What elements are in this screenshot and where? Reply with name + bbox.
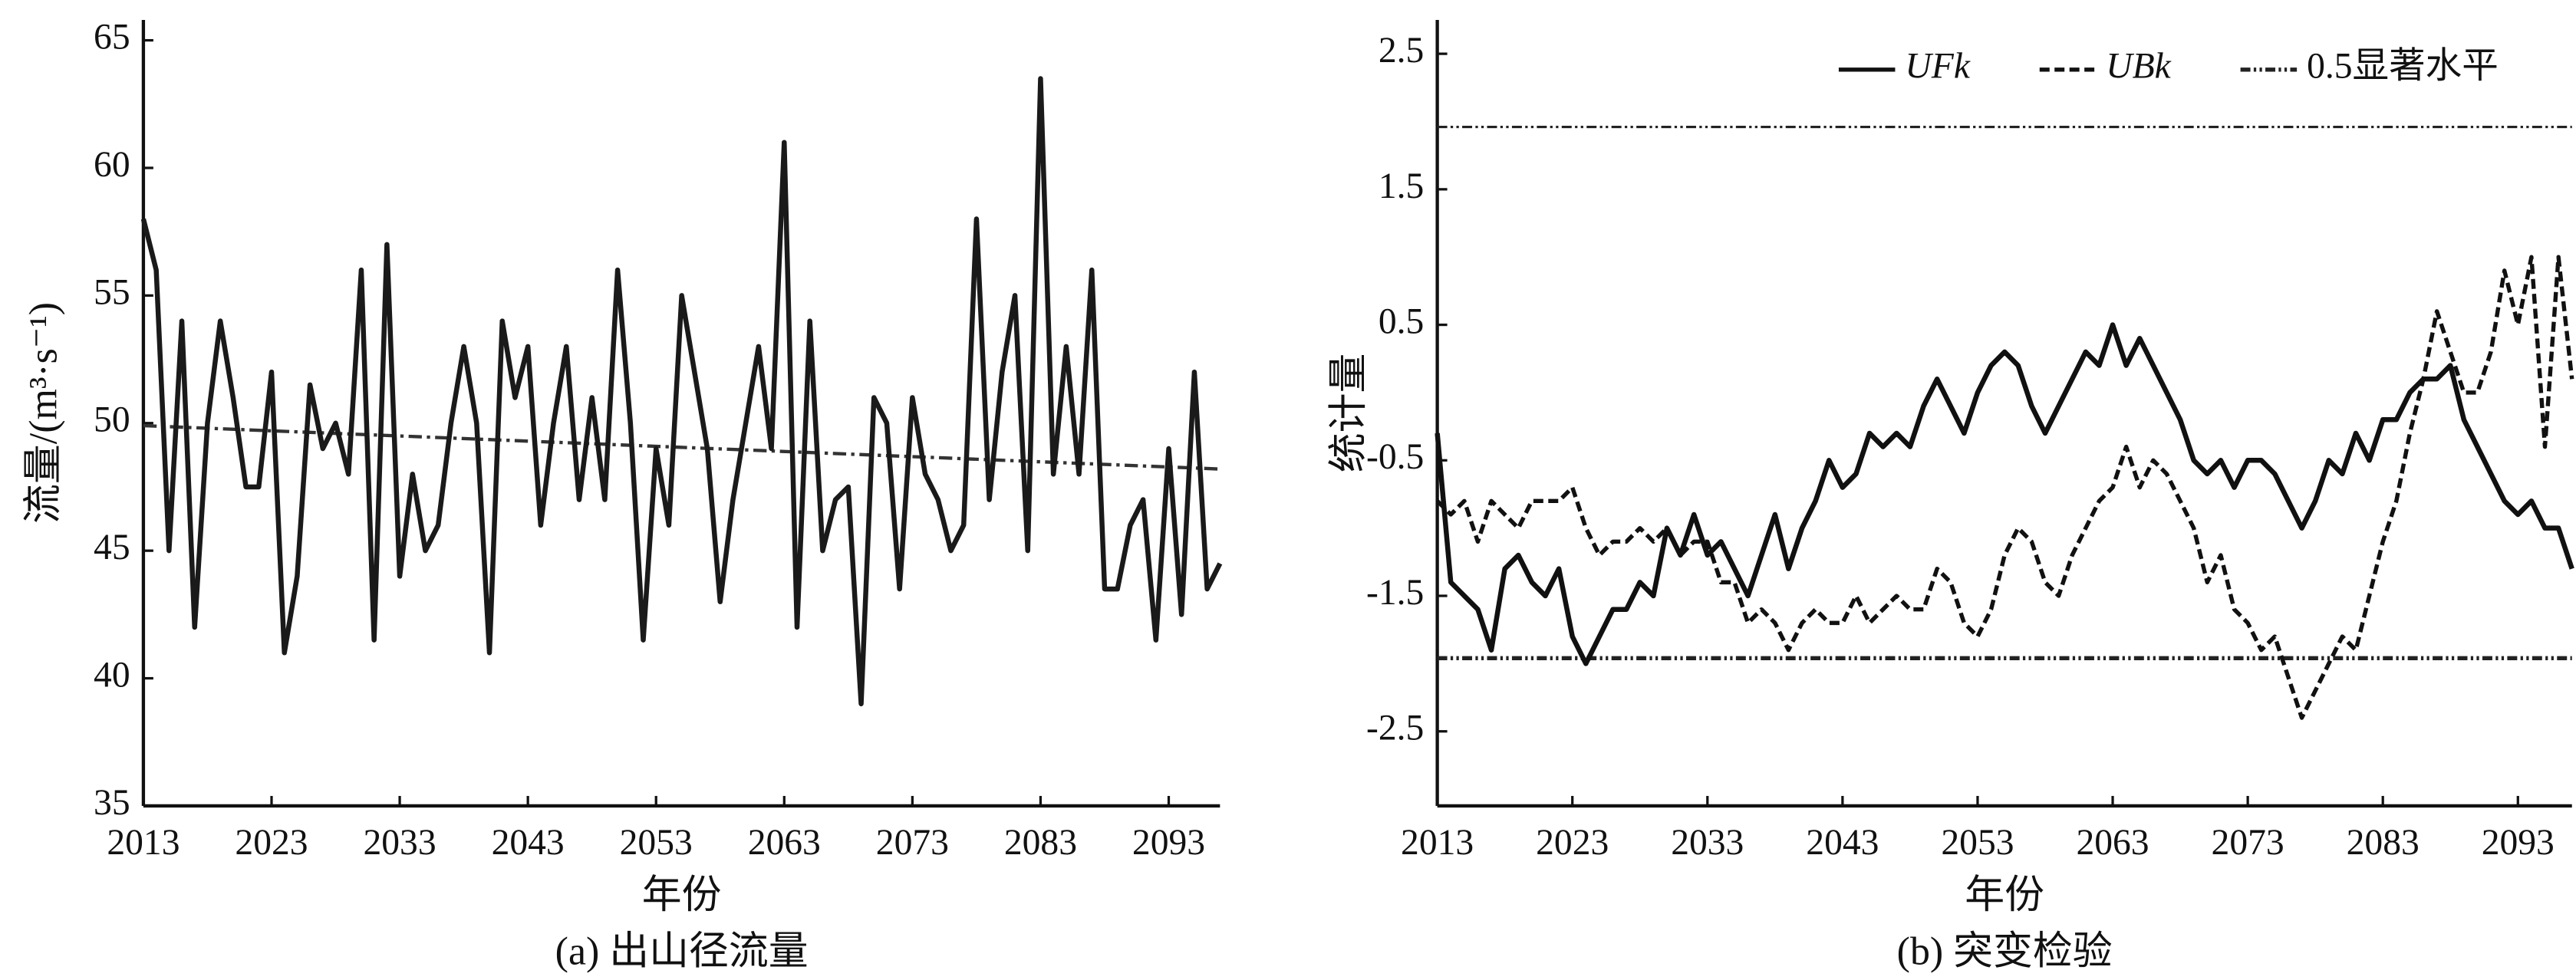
x-tick-label: 2013 <box>107 823 180 863</box>
y-tick-label: 1.5 <box>1379 166 1424 206</box>
x-tick-label: 2053 <box>1941 823 2014 863</box>
y-tick-label: 60 <box>94 145 130 185</box>
caption: (a) 出山径流量 <box>555 929 809 973</box>
x-tick-label: 2033 <box>1671 823 1744 863</box>
trend-line <box>143 423 1220 471</box>
x-tick-label: 2083 <box>1004 823 1077 863</box>
y-tick-label: 55 <box>94 272 130 312</box>
x-tick-label: 2013 <box>1401 823 1474 863</box>
y-tick-label: 45 <box>94 528 130 567</box>
y-tick-label: 40 <box>94 655 130 695</box>
y-tick-label: -2.5 <box>1366 709 1424 748</box>
series-line <box>140 76 1223 707</box>
x-tick-label: 2043 <box>1806 823 1879 863</box>
legend-label: UFk <box>1905 47 1970 87</box>
y-tick-label: -0.5 <box>1366 437 1424 477</box>
x-tick-label: 2043 <box>492 823 565 863</box>
x-tick-label: 2023 <box>235 823 308 863</box>
x-tick-label: 2093 <box>1132 823 1205 863</box>
x-axis-label: 年份 <box>1965 873 2044 917</box>
x-tick-label: 2083 <box>2347 823 2420 863</box>
x-tick-label: 2063 <box>748 823 821 863</box>
y-tick-label: 0.5 <box>1379 301 1424 341</box>
series-line <box>1435 322 2574 666</box>
legend-label: 0.5显著水平 <box>2307 47 2499 87</box>
y-axis-label: 流量/(m³·s⁻¹) <box>21 302 65 524</box>
y-axis-label: 统计量 <box>1327 354 1371 473</box>
y-tick-label: 50 <box>94 400 130 440</box>
x-tick-label: 2093 <box>2482 823 2555 863</box>
y-tick-label: -1.5 <box>1366 573 1424 613</box>
x-tick-label: 2063 <box>2076 823 2149 863</box>
x-tick-label: 2073 <box>2212 823 2284 863</box>
legend-label: UBk <box>2106 47 2171 87</box>
x-tick-label: 2073 <box>876 823 949 863</box>
x-tick-label: 2033 <box>364 823 436 863</box>
caption: (b) 突变检验 <box>1897 929 2113 973</box>
x-tick-label: 2023 <box>1536 823 1609 863</box>
series-line <box>1435 255 2574 720</box>
y-tick-label: 35 <box>94 783 130 823</box>
x-axis-label: 年份 <box>642 873 722 917</box>
x-tick-label: 2053 <box>620 823 693 863</box>
y-tick-label: 2.5 <box>1379 31 1424 71</box>
y-tick-label: 65 <box>94 17 130 57</box>
